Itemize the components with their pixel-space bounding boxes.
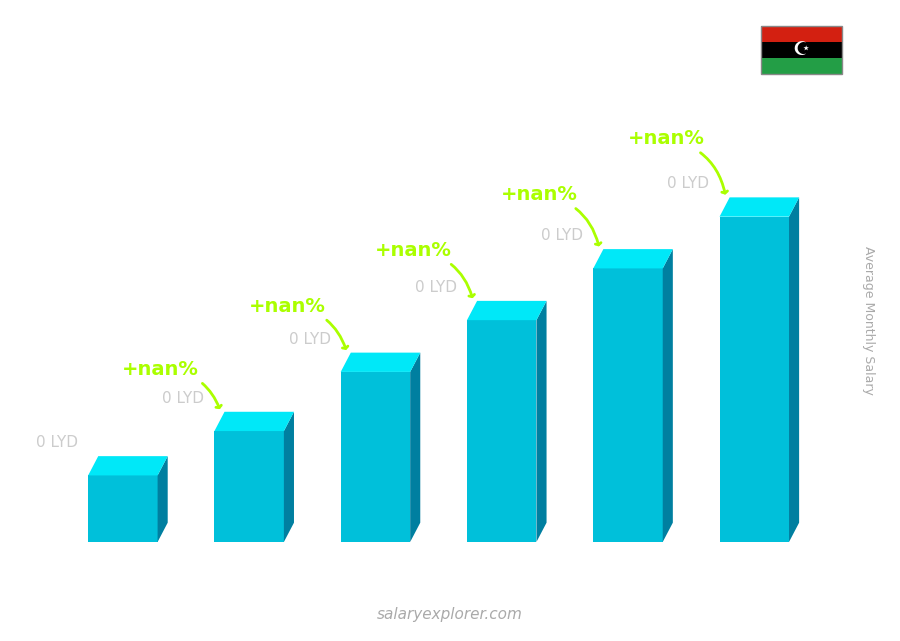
Text: 0 LYD: 0 LYD (415, 280, 457, 295)
Polygon shape (720, 197, 799, 217)
Text: 0 LYD: 0 LYD (668, 176, 709, 191)
Text: Average Monthly Salary: Average Monthly Salary (862, 246, 875, 395)
Polygon shape (410, 353, 420, 542)
Text: +nan%: +nan% (375, 241, 474, 297)
Polygon shape (593, 249, 673, 269)
Text: +nan%: +nan% (248, 297, 348, 349)
Text: 0 LYD: 0 LYD (36, 435, 78, 450)
Polygon shape (536, 301, 546, 542)
Text: +nan%: +nan% (501, 185, 601, 245)
Text: ☪: ☪ (792, 40, 810, 59)
Polygon shape (88, 456, 167, 476)
Bar (720, 217, 789, 542)
Bar (467, 320, 536, 542)
Bar (341, 372, 410, 542)
Text: 0 LYD: 0 LYD (162, 391, 204, 406)
Polygon shape (158, 456, 167, 542)
Text: +nan%: +nan% (122, 360, 221, 408)
Polygon shape (284, 412, 294, 542)
Polygon shape (467, 301, 546, 320)
Bar (593, 269, 662, 542)
Bar (214, 431, 284, 542)
Polygon shape (341, 353, 420, 372)
Text: +nan%: +nan% (627, 129, 727, 193)
Polygon shape (214, 412, 294, 431)
Polygon shape (662, 249, 673, 542)
Text: 0 LYD: 0 LYD (289, 331, 330, 347)
Text: Salary Comparison By Experience: Salary Comparison By Experience (45, 45, 728, 79)
Polygon shape (789, 197, 799, 542)
Bar (88, 476, 158, 542)
Text: Labourer: Labourer (45, 93, 145, 113)
Text: 0 LYD: 0 LYD (541, 228, 583, 243)
Text: salaryexplorer.com: salaryexplorer.com (377, 607, 523, 622)
